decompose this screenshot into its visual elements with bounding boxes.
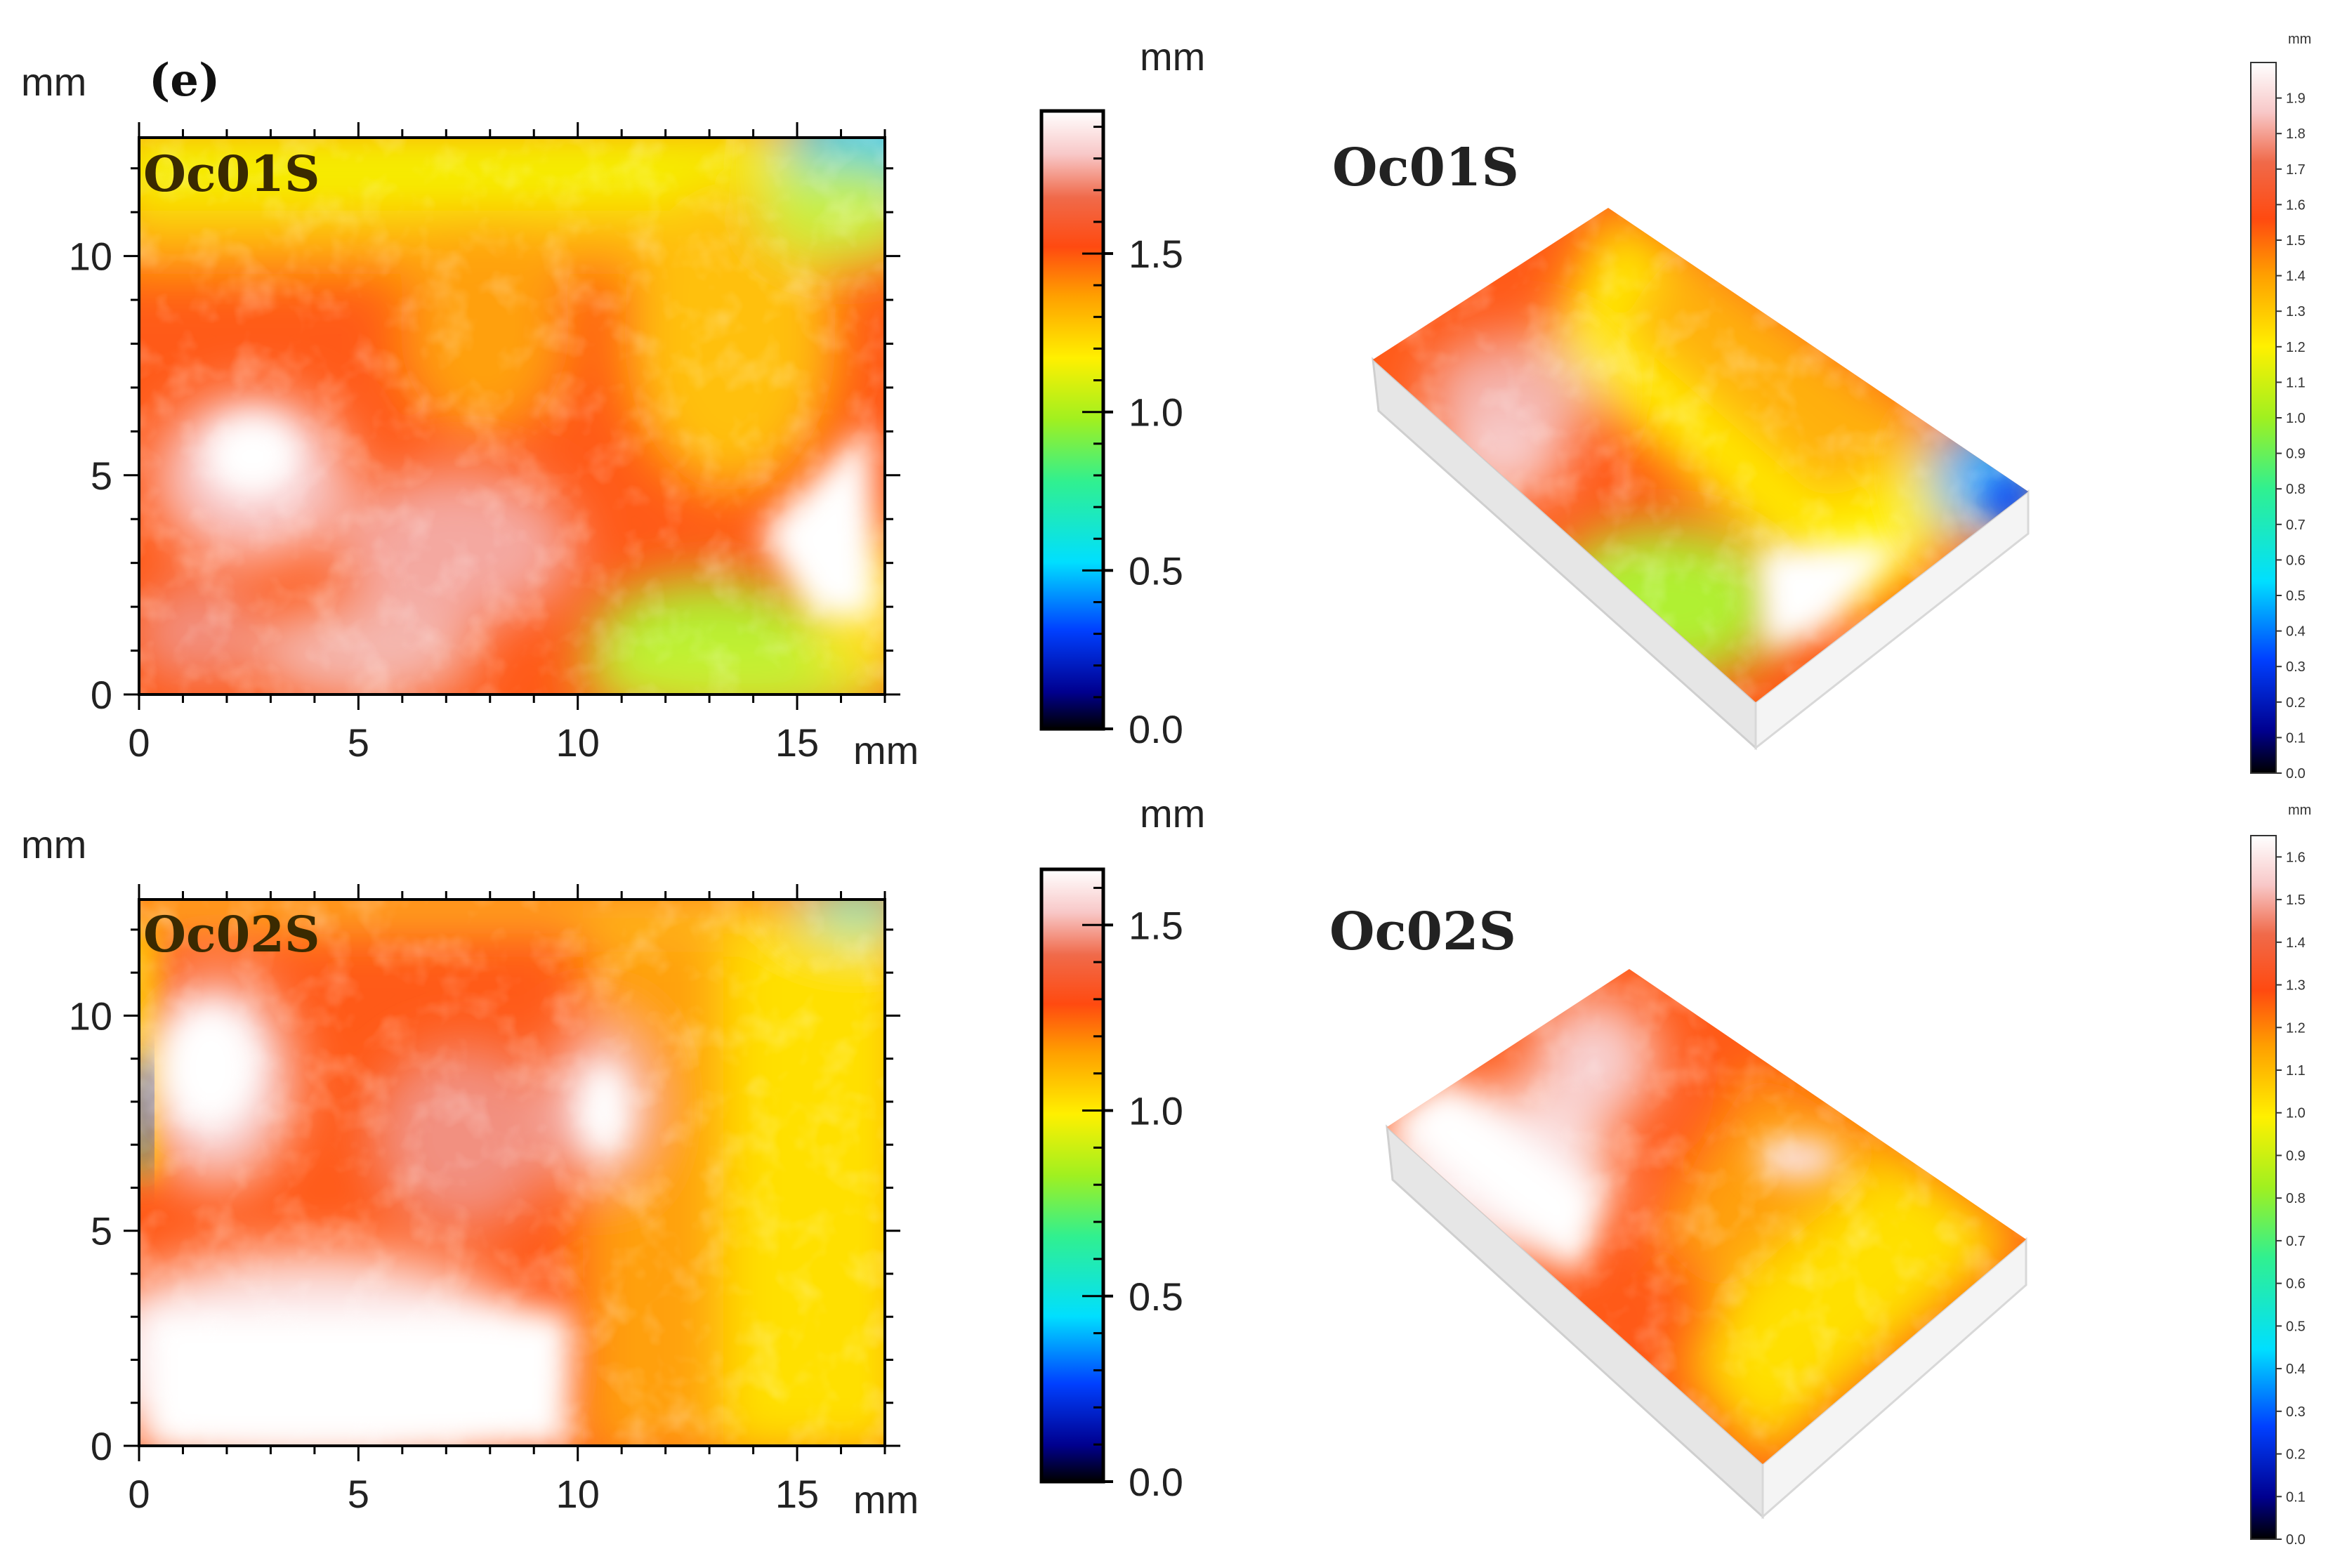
colorbar-tick-label: 1.5 [2286,233,2306,249]
colorbar-tick-label: 1.0 [2286,411,2306,426]
colorbar-tick-label: 0.0 [1129,1460,1183,1504]
colorbar-tick-label: 0.2 [2286,695,2306,711]
x-tick-label: 10 [556,720,600,765]
colorbar-title: mm [2288,803,2311,818]
y-tick-label: 10 [69,994,112,1038]
axes-oc01s: 0 5 10 15 0 5 10 [69,122,900,765]
colorbar-title: mm [1140,791,1205,836]
colorbar-tick-label: 1.4 [2286,935,2306,951]
colorbar-tick-label: 1.6 [2286,197,2306,213]
colorbar-tick-label: 1.0 [2286,1106,2306,1121]
y-tick-label: 5 [91,1209,112,1253]
x-tick-label: 15 [775,720,819,765]
colorbar-tick-label: 1.3 [2286,978,2306,994]
x-unit-label: mm [853,728,919,772]
colorbar-gradient [1039,109,1105,731]
colorbar-tick-label: 0.1 [2286,730,2306,746]
sample-label-oc01s-2d: Oc01S [143,145,320,203]
colorbar-tick-label: 0.1 [2286,1489,2306,1505]
colorbar-ticks: 0.0 0.1 0.2 0.3 0.4 0.5 0.6 0.7 0.8 0.9 1.0 1.1 1.2 1… [2276,850,2306,1548]
x-tick-label: 5 [348,1472,369,1516]
colorbar-oc02s-3d: 0.0 0.1 0.2 0.3 0.4 0.5 0.6 0.7 0.8 0.9 1.0 1.1 1.2 1… [2250,803,2311,1548]
y-tick-label: 10 [69,235,112,279]
colorbar-tick-label: 1.1 [2286,375,2306,390]
colorbar-tick-label: 0.7 [2286,1234,2306,1249]
x-tick-label: 5 [348,720,369,765]
colorbar-tick-label: 1.7 [2286,162,2306,178]
colorbar-tick-label: 1.9 [2286,91,2306,107]
sample-label-oc01s-3d: Oc01S [1332,138,1519,198]
colorbar-tick-label: 0.3 [2286,1404,2306,1420]
colorbar-tick-label: 1.2 [2286,340,2306,355]
colorbar-tick-label: 1.1 [2286,1063,2306,1079]
axes-oc02s: 0 5 10 15 0 5 10 [69,884,900,1516]
plot-frame [138,898,886,1447]
y-tick-label: 0 [91,1424,112,1468]
plot-frame [138,136,886,696]
colorbar-oc01s-2d: 0.0 0.5 1.0 1.5 mm [1039,34,1205,751]
x-tick-label: 15 [775,1472,819,1516]
heatmap-oc02s-2d: 0 5 10 15 0 5 10 Oc02S mm mm [21,822,919,1522]
colorbar-tick-label: 0.8 [2286,482,2306,497]
colorbar-tick-label: 1.2 [2286,1020,2306,1036]
colorbar-oc02s-2d: 0.0 0.5 1.0 1.5 mm [1039,791,1205,1504]
x-tick-label: 0 [128,720,150,765]
surface3d-oc01s: Oc01S [1332,138,2030,751]
y-tick-label: 0 [91,673,112,717]
x-tick-label: 0 [128,1472,150,1516]
colorbar-tick-label: 1.0 [1129,1089,1183,1133]
x-unit-label: mm [853,1477,919,1522]
colorbar-tick-label: 0.6 [2286,553,2306,568]
colorbar-gradient [2250,62,2277,774]
colorbar-gradient [2250,835,2277,1540]
colorbar-tick-label: 0.3 [2286,659,2306,675]
colorbar-tick-label: 1.5 [1129,232,1183,276]
surface3d-oc02s: Oc02S [1329,902,2027,1520]
colorbar-tick-label: 1.5 [2286,892,2306,908]
y-unit-label: mm [21,60,86,104]
colorbar-tick-label: 1.3 [2286,304,2306,319]
heatmap-surface [139,900,885,1446]
colorbar-tick-label: 0.5 [1129,548,1183,593]
colorbar-tick-label: 0.4 [2286,624,2306,640]
colorbar-ticks: 0.0 0.5 1.0 1.5 [1082,126,1183,751]
colorbar-tick-label: 0.4 [2286,1362,2306,1377]
heatmap-oc01s-2d: 0 5 10 15 0 5 10 Oc01S mm mm (e) [21,54,919,772]
colorbar-gradient [1039,867,1105,1484]
colorbar-tick-label: 0.5 [2286,1319,2306,1334]
colorbar-tick-label: 0.0 [2286,766,2306,782]
colorbar-tick-label: 0.9 [2286,1148,2306,1164]
colorbar-tick-label: 0.9 [2286,447,2306,462]
colorbar-oc01s-3d: 0.0 0.1 0.2 0.3 0.4 0.5 0.6 0.7 0.8 0.9 1.0 1.1 1.2 1… [2250,32,2311,782]
colorbar-tick-label: 1.6 [2286,850,2306,865]
colorbar-tick-label: 0.6 [2286,1277,2306,1292]
sample-label-oc02s-2d: Oc02S [143,905,320,963]
colorbar-tick-label: 0.7 [2286,518,2306,533]
colorbar-tick-label: 1.4 [2286,269,2306,284]
y-unit-label: mm [21,822,86,867]
colorbar-tick-label: 1.0 [1129,390,1183,435]
x-tick-label: 10 [556,1472,600,1516]
heatmap-surface [139,138,885,694]
colorbar-tick-label: 0.2 [2286,1447,2306,1463]
colorbar-title: mm [1140,34,1205,79]
panel-label: (e) [149,54,220,107]
colorbar-tick-label: 0.0 [2286,1532,2306,1548]
sample-label-oc02s-3d: Oc02S [1329,902,1516,962]
colorbar-tick-label: 1.8 [2286,126,2306,142]
colorbar-title: mm [2288,32,2311,47]
block-side-face [1754,489,2030,751]
colorbar-tick-label: 0.5 [2286,588,2306,604]
colorbar-tick-label: 0.0 [1129,707,1183,751]
colorbar-tick-label: 0.5 [1129,1274,1183,1319]
colorbar-ticks: 0.0 0.1 0.2 0.3 0.4 0.5 0.6 0.7 0.8 0.9 1.0 1.1 1.2 1… [2276,91,2306,782]
colorbar-tick-label: 1.5 [1129,903,1183,947]
y-tick-label: 5 [91,454,112,498]
colorbar-ticks: 0.0 0.5 1.0 1.5 [1082,886,1183,1504]
colorbar-tick-label: 0.8 [2286,1191,2306,1206]
